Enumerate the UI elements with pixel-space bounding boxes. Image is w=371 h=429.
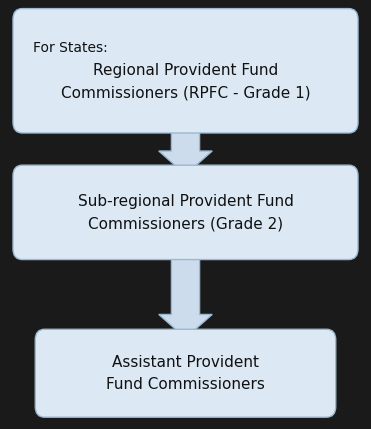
Text: For States:: For States: [33, 42, 108, 55]
Text: Assistant Provident: Assistant Provident [112, 355, 259, 369]
FancyBboxPatch shape [13, 9, 358, 133]
Polygon shape [159, 123, 212, 175]
Text: Sub-regional Provident Fund: Sub-regional Provident Fund [78, 194, 293, 208]
Polygon shape [159, 250, 212, 338]
Text: Commissioners (Grade 2): Commissioners (Grade 2) [88, 216, 283, 231]
Text: Commissioners (RPFC - Grade 1): Commissioners (RPFC - Grade 1) [61, 86, 310, 100]
FancyBboxPatch shape [35, 329, 336, 417]
FancyBboxPatch shape [13, 165, 358, 260]
Text: Fund Commissioners: Fund Commissioners [106, 377, 265, 392]
Text: Regional Provident Fund: Regional Provident Fund [93, 63, 278, 78]
